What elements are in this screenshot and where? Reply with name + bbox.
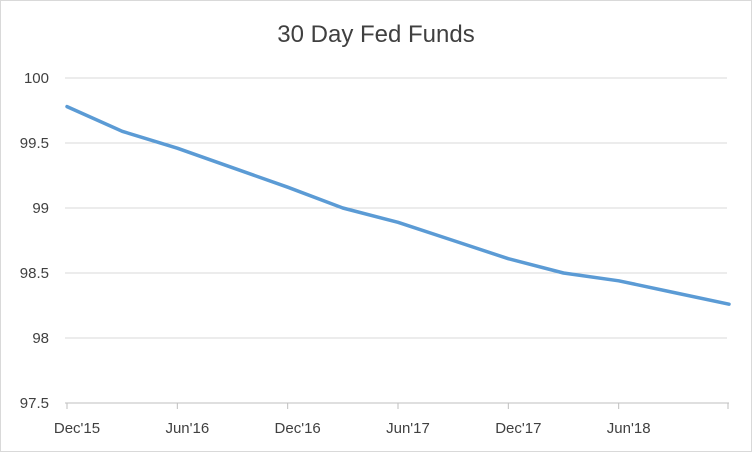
y-tick-label: 98 — [32, 330, 49, 347]
chart-title: 30 Day Fed Funds — [277, 21, 475, 48]
x-axis — [65, 402, 729, 409]
y-tick-label: 97.5 — [20, 395, 49, 412]
x-tick-label: Jun'18 — [607, 420, 651, 437]
y-tick-label: 99.5 — [20, 135, 49, 152]
gridlines — [65, 77, 727, 339]
y-tick-label: 99 — [32, 200, 49, 217]
x-tick-label: Dec'15 — [54, 420, 100, 437]
series-line — [65, 104, 731, 306]
y-axis-labels: 97.5 98 98.5 99 99.5 100 — [20, 70, 49, 412]
y-tick-label: 98.5 — [20, 265, 49, 282]
x-tick-label: Dec'16 — [275, 420, 321, 437]
x-tick-label: Jun'17 — [386, 420, 430, 437]
series-layer — [65, 104, 731, 306]
x-tick-label: Jun'16 — [165, 420, 209, 437]
x-tick-label: Dec'17 — [495, 420, 541, 437]
y-tick-label: 100 — [24, 70, 49, 87]
x-axis-labels: Dec'15 Jun'16 Dec'16 Jun'17 Dec'17 Jun'18 — [54, 420, 651, 437]
